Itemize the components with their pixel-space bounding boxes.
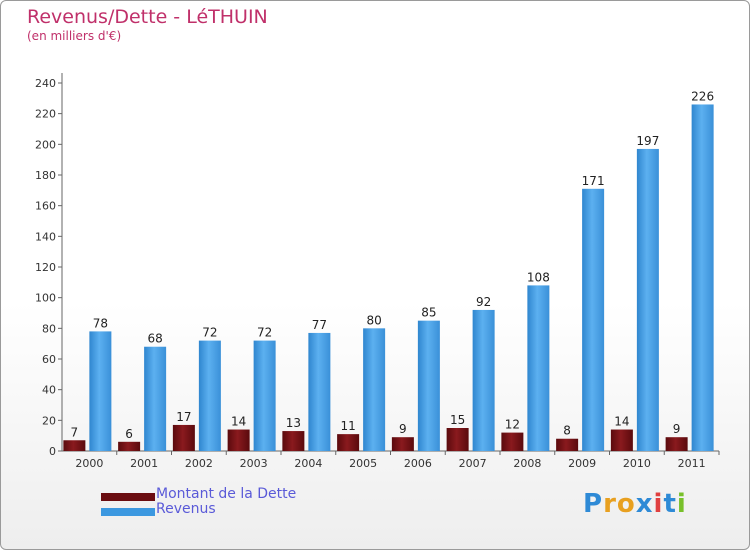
bar-revenus: [691, 104, 714, 451]
y-axis: 0 20 40 60 80 100 120 140 160 180 200 220 240: [35, 73, 63, 458]
value-label-revenus: 77: [312, 318, 327, 332]
legend-label-revenus: Revenus: [156, 501, 216, 517]
y-tick-label: 20: [42, 414, 56, 427]
y-tick-label: 240: [35, 77, 56, 90]
y-tick-label: 220: [35, 108, 56, 121]
chart-title: Revenus/Dette - LéTHUIN: [27, 6, 268, 28]
bar-revenus: [417, 320, 440, 451]
bar-dette: [172, 424, 195, 451]
logo-letter: i: [676, 489, 687, 519]
bar-dette: [610, 429, 633, 451]
x-tick-label: 2000: [75, 457, 103, 470]
chart-subtitle: (en milliers d'€): [27, 29, 122, 43]
value-label-revenus: 197: [636, 134, 659, 148]
x-tick-label: 2002: [185, 457, 213, 470]
y-tick-label: 60: [42, 353, 56, 366]
value-label-revenus: 72: [202, 326, 217, 340]
legend-swatch-dette: [101, 493, 155, 501]
value-label-dette: 8: [563, 424, 571, 438]
bar-dette: [282, 431, 305, 451]
bar-dette: [118, 441, 141, 451]
logo-letter: x: [635, 489, 654, 519]
bar-revenus: [363, 328, 386, 451]
bar-dette: [501, 432, 524, 451]
value-label-revenus: 108: [527, 270, 550, 284]
value-label-revenus: 78: [93, 316, 108, 330]
y-tick-label: 160: [35, 200, 56, 213]
value-label-revenus: 72: [257, 326, 272, 340]
y-tick-label: 200: [35, 138, 56, 151]
bar-revenus: [472, 309, 495, 451]
x-tick-label: 2010: [623, 457, 651, 470]
value-label-dette: 14: [231, 415, 246, 429]
value-label-dette: 9: [673, 422, 681, 436]
y-tick-label: 80: [42, 322, 56, 335]
value-label-revenus: 68: [147, 332, 162, 346]
x-tick-label: 2009: [568, 457, 596, 470]
x-tick-label: 2004: [294, 457, 322, 470]
logo-letter: r: [603, 489, 617, 519]
value-label-dette: 14: [614, 415, 629, 429]
y-tick-label: 40: [42, 384, 56, 397]
bar-dette: [63, 440, 86, 451]
legend-swatch-revenus: [101, 508, 155, 516]
logo-letter: i: [653, 489, 664, 519]
x-tick-label: 2003: [240, 457, 268, 470]
bars: [63, 104, 714, 452]
value-label-dette: 13: [286, 416, 301, 430]
bar-revenus: [308, 332, 331, 451]
bar-revenus: [198, 340, 221, 451]
bar-dette: [337, 434, 360, 451]
x-tick-label: 2007: [459, 457, 487, 470]
x-axis: 2000 2001 2002 2003 2004 2005 2006 2007 2008 2009…: [62, 450, 720, 470]
value-label-dette: 11: [340, 419, 355, 433]
x-tick-label: 2001: [130, 457, 158, 470]
bar-revenus: [144, 346, 167, 451]
x-tick-label: 2008: [513, 457, 541, 470]
value-label-revenus: 171: [582, 174, 605, 188]
y-tick-label: 140: [35, 230, 56, 243]
logo-letter: t: [663, 489, 677, 519]
bar-dette: [391, 437, 414, 451]
y-tick-label: 180: [35, 169, 56, 182]
proxiti-logo: Proxiti: [583, 489, 687, 519]
bar-revenus: [636, 148, 659, 451]
value-label-revenus: 226: [691, 89, 714, 103]
bar-revenus: [253, 340, 276, 451]
data-labels: 7 78 6 68 17 72 14 72 13 77 11 80 9 85 15 92 12 108 8 171 14…: [71, 89, 715, 440]
value-label-dette: 12: [505, 418, 520, 432]
value-label-dette: 6: [125, 427, 133, 441]
value-label-dette: 7: [71, 425, 79, 439]
bar-revenus: [582, 188, 605, 452]
legend-label-dette: Montant de la Dette: [156, 486, 297, 502]
y-tick-label: 120: [35, 261, 56, 274]
bar-dette: [556, 438, 579, 451]
x-tick-label: 2006: [404, 457, 432, 470]
y-tick-label: 100: [35, 292, 56, 305]
x-tick-label: 2011: [678, 457, 706, 470]
value-label-dette: 17: [176, 410, 191, 424]
bar-dette: [665, 437, 688, 451]
logo-letter: P: [583, 489, 604, 519]
bar-revenus: [527, 285, 550, 451]
value-label-revenus: 92: [476, 295, 491, 309]
value-label-dette: 15: [450, 413, 465, 427]
value-label-revenus: 85: [421, 306, 436, 320]
bar-dette: [446, 428, 469, 451]
value-label-revenus: 80: [366, 313, 381, 327]
logo-letter: o: [616, 489, 636, 519]
x-tick-label: 2005: [349, 457, 377, 470]
value-label-dette: 9: [399, 422, 407, 436]
bar-revenus: [89, 331, 112, 451]
bar-dette: [227, 429, 250, 451]
y-tick-label: 0: [49, 445, 56, 458]
